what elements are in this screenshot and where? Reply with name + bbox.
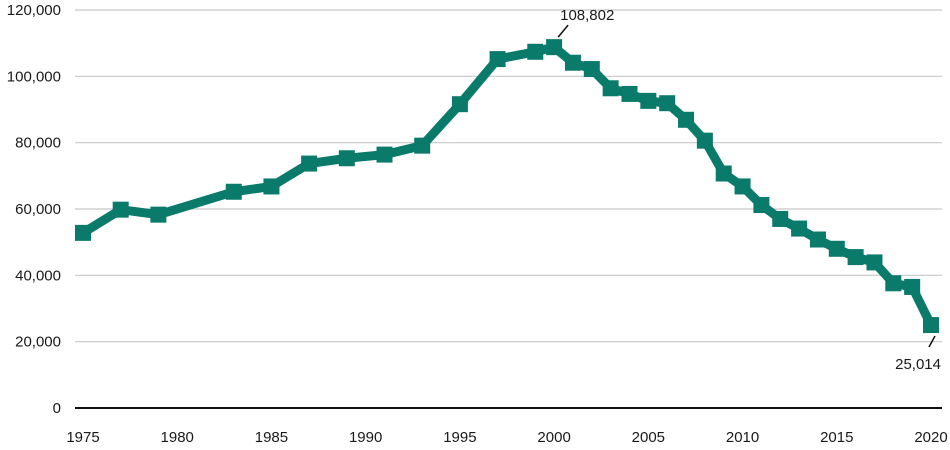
annotation-leader (557, 24, 569, 38)
x-tick-label: 1975 (66, 429, 99, 446)
data-point-marker (678, 111, 695, 128)
annotation-label: 108,802 (560, 7, 614, 24)
data-point-marker (659, 95, 676, 112)
data-point-marker (715, 165, 732, 182)
data-point-marker (112, 201, 129, 218)
data-point-marker (489, 51, 506, 68)
data-point-marker (904, 278, 921, 295)
data-point-marker (75, 224, 91, 241)
annotations: 108,802 25,014 (557, 7, 941, 373)
data-point-marker (791, 220, 808, 237)
annotation: 108,802 (557, 7, 614, 38)
data-point-marker (150, 206, 167, 223)
data-point-marker (451, 96, 468, 113)
x-tick-label: 1995 (443, 429, 476, 446)
data-point-marker (338, 150, 355, 167)
x-tick-label: 2015 (820, 429, 853, 446)
data-point-marker (602, 80, 619, 97)
x-tick-label: 1985 (255, 429, 288, 446)
y-tick-label: 80,000 (15, 135, 61, 152)
series-line-path (80, 42, 936, 328)
y-tick-label: 40,000 (15, 267, 61, 284)
x-tick-label: 2020 (914, 429, 947, 446)
data-point-marker (847, 249, 864, 266)
y-tick-label: 100,000 (7, 68, 61, 85)
data-point-marker (301, 155, 318, 172)
data-point-marker (263, 178, 280, 195)
y-tick-label: 0 (53, 400, 61, 417)
data-point-marker (376, 146, 393, 163)
grid-lines (75, 9, 942, 343)
x-tick-label: 2005 (632, 429, 665, 446)
data-point-marker (772, 210, 789, 227)
annotation-leader (928, 335, 936, 348)
x-tick-label: 2010 (726, 429, 759, 446)
x-tick-label: 2000 (537, 429, 570, 446)
x-tick-label: 1990 (349, 429, 382, 446)
data-point-marker (225, 183, 242, 200)
y-tick-label: 60,000 (15, 201, 61, 218)
series-markers (75, 39, 939, 334)
x-tick-label: 1980 (161, 429, 194, 446)
data-point-marker (734, 178, 751, 195)
data-point-marker (753, 197, 770, 214)
y-tick-label: 20,000 (15, 334, 61, 351)
data-point-marker (866, 254, 883, 271)
data-point-marker (546, 39, 563, 56)
x-tick-labels: 1975 1980 1985 1990 1995 2000 2005 2010 2015 2020 (66, 429, 947, 446)
data-point-marker (828, 240, 845, 257)
annotation: 25,014 (895, 335, 941, 373)
data-point-marker (696, 132, 713, 149)
data-point-marker (809, 231, 826, 248)
data-point-marker (527, 43, 544, 60)
annotation-label: 25,014 (895, 356, 941, 373)
y-tick-label: 120,000 (7, 2, 61, 19)
data-point-marker (564, 54, 581, 71)
series-line (80, 42, 936, 328)
data-point-marker (885, 275, 902, 292)
data-point-marker (583, 61, 600, 78)
data-point-marker (621, 85, 638, 102)
data-point-marker (923, 317, 939, 334)
data-point-marker (640, 92, 657, 109)
y-tick-labels: 0 20,000 40,000 60,000 80,000 100,000 120,000 (7, 2, 61, 417)
data-point-marker (414, 137, 431, 154)
